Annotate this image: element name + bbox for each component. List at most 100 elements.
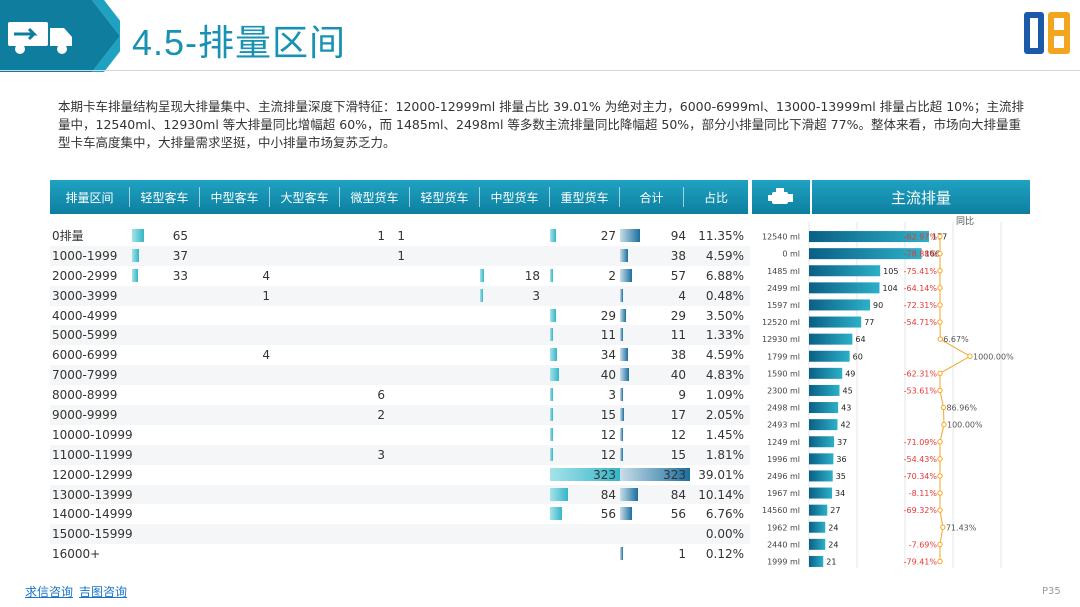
table-cell: 56 [670, 507, 686, 522]
category-label: 1967 ml [767, 489, 800, 498]
cell-bar [620, 229, 641, 242]
cell-bar [550, 268, 553, 282]
table-cell: 0.00% [705, 527, 744, 542]
row-range-label: 12000-12999 [52, 467, 133, 482]
table-cell: 33 [172, 268, 188, 283]
cell-bar [550, 408, 554, 422]
cell-bar [132, 248, 139, 262]
column-header-7: 重型货车 [550, 187, 620, 207]
bar [809, 367, 843, 379]
bar [809, 487, 833, 499]
row-range-label: 16000+ [52, 547, 101, 562]
row-range-label: 11000-11999 [52, 447, 133, 462]
table-cell: 2 [377, 407, 385, 422]
value-label: 77 [864, 318, 874, 327]
row-range-label: 14000-14999 [52, 507, 133, 522]
footer-link-1[interactable]: 求信咨询 [25, 585, 74, 599]
bar [809, 282, 880, 294]
table-cell: 6.76% [705, 507, 744, 522]
table-row: 8000-8999 6 3 9 1.09% [50, 385, 750, 405]
row-range-label: 7000-7999 [52, 368, 118, 383]
column-header-9: 占比 [703, 190, 728, 205]
cell-bar [550, 348, 558, 362]
table-cell: 4 [678, 288, 686, 303]
table-row: 15000-15999 0.00% [50, 524, 750, 545]
yoy-label: -54.43% [904, 455, 938, 464]
table-cell: 0.12% [705, 547, 744, 562]
yoy-label: -75.41% [904, 267, 938, 276]
yoy-point [937, 507, 943, 513]
bar [809, 333, 853, 345]
table-cell: 40 [600, 368, 616, 383]
right-chart-header: 主流排量 [752, 180, 1030, 214]
yoy-label: 71.43% [946, 523, 977, 532]
table-cell: 323 [663, 467, 686, 482]
bar [809, 419, 838, 431]
table-cell: 29 [600, 308, 616, 323]
table-cell: 1.09% [705, 388, 744, 403]
category-label: 1999 ml [767, 557, 800, 566]
yoy-point [941, 421, 947, 428]
value-label: 90 [873, 301, 883, 310]
table-row: 7000-7999 40 40 4.83% [50, 365, 750, 386]
value-label: 64 [855, 335, 865, 344]
cell-bar [620, 408, 624, 422]
bar [809, 538, 826, 550]
category-label: 2496 ml [767, 472, 800, 481]
value-label: 105 [883, 267, 898, 276]
table-cell: 3.50% [705, 308, 744, 323]
table-row: 10000-10999 12 12 1.45% [50, 425, 750, 445]
value-label: 166 [925, 250, 940, 259]
cell-bar [132, 229, 144, 242]
table-cell: 40 [670, 368, 686, 383]
cell-bar [620, 487, 639, 501]
row-range-label: 10000-10999 [52, 427, 133, 442]
yoy-label: 1000.00% [973, 352, 1014, 361]
yoy-point [940, 404, 947, 411]
value-label: 45 [843, 386, 853, 395]
value-label: 36 [836, 455, 846, 464]
value-label: 49 [845, 369, 855, 378]
column-header-3: 大型客车 [270, 187, 340, 207]
cell-bar [550, 427, 553, 441]
cell-bar [620, 427, 623, 441]
yoy-label: -64.14% [904, 284, 938, 293]
yoy-point [937, 456, 943, 462]
table-cell: 39.01% [698, 467, 744, 482]
yoy-point [937, 268, 943, 274]
category-label: 12540 ml [762, 233, 800, 242]
column-header-1: 轻型客车 [130, 187, 200, 207]
table-cell: 15 [670, 447, 686, 462]
yoy-point [937, 336, 943, 342]
bar [809, 436, 835, 448]
cell-bar [550, 507, 563, 521]
yoy-label: -7.69% [909, 540, 938, 549]
cell-bar [620, 547, 623, 561]
table-cell: 1 [377, 228, 385, 243]
table-cell: 323 [593, 467, 616, 482]
table-cell: 18 [524, 268, 540, 283]
table-cell: 2.05% [705, 407, 744, 422]
table-header: 排量区间 轻型客车 中型客车 大型客车 微型货车 轻型货车 中型货车 重型货车 合计 占比 [50, 180, 748, 214]
row-range-label: 9000-9999 [52, 407, 118, 422]
bar [809, 231, 929, 243]
table-cell: 1 [397, 248, 405, 263]
cell-bar [620, 388, 623, 402]
yoy-label: 100.00% [947, 421, 983, 430]
value-label: 60 [853, 352, 863, 361]
table-cell: 11 [600, 328, 616, 343]
table-row: 2000-2999 33 4 18 2 57 6.88% [50, 266, 750, 286]
table-cell: 12 [600, 447, 616, 462]
value-label: 42 [840, 421, 850, 430]
row-range-label: 0排量 [52, 229, 84, 244]
table-row: 4000-4999 29 29 3.50% [50, 306, 750, 326]
table-cell: 57 [670, 268, 686, 283]
table-cell: 34 [600, 348, 616, 363]
value-label: 24 [828, 523, 838, 532]
yoy-label: -72.31% [904, 301, 938, 310]
yoy-label: -8.11% [909, 489, 938, 498]
table-row: 0排量 65 1 1 27 94 11.35% [50, 226, 750, 246]
cell-bar [550, 388, 553, 402]
yoy-point [937, 473, 943, 479]
footer-link-2[interactable]: 吉图咨询 [79, 585, 128, 599]
